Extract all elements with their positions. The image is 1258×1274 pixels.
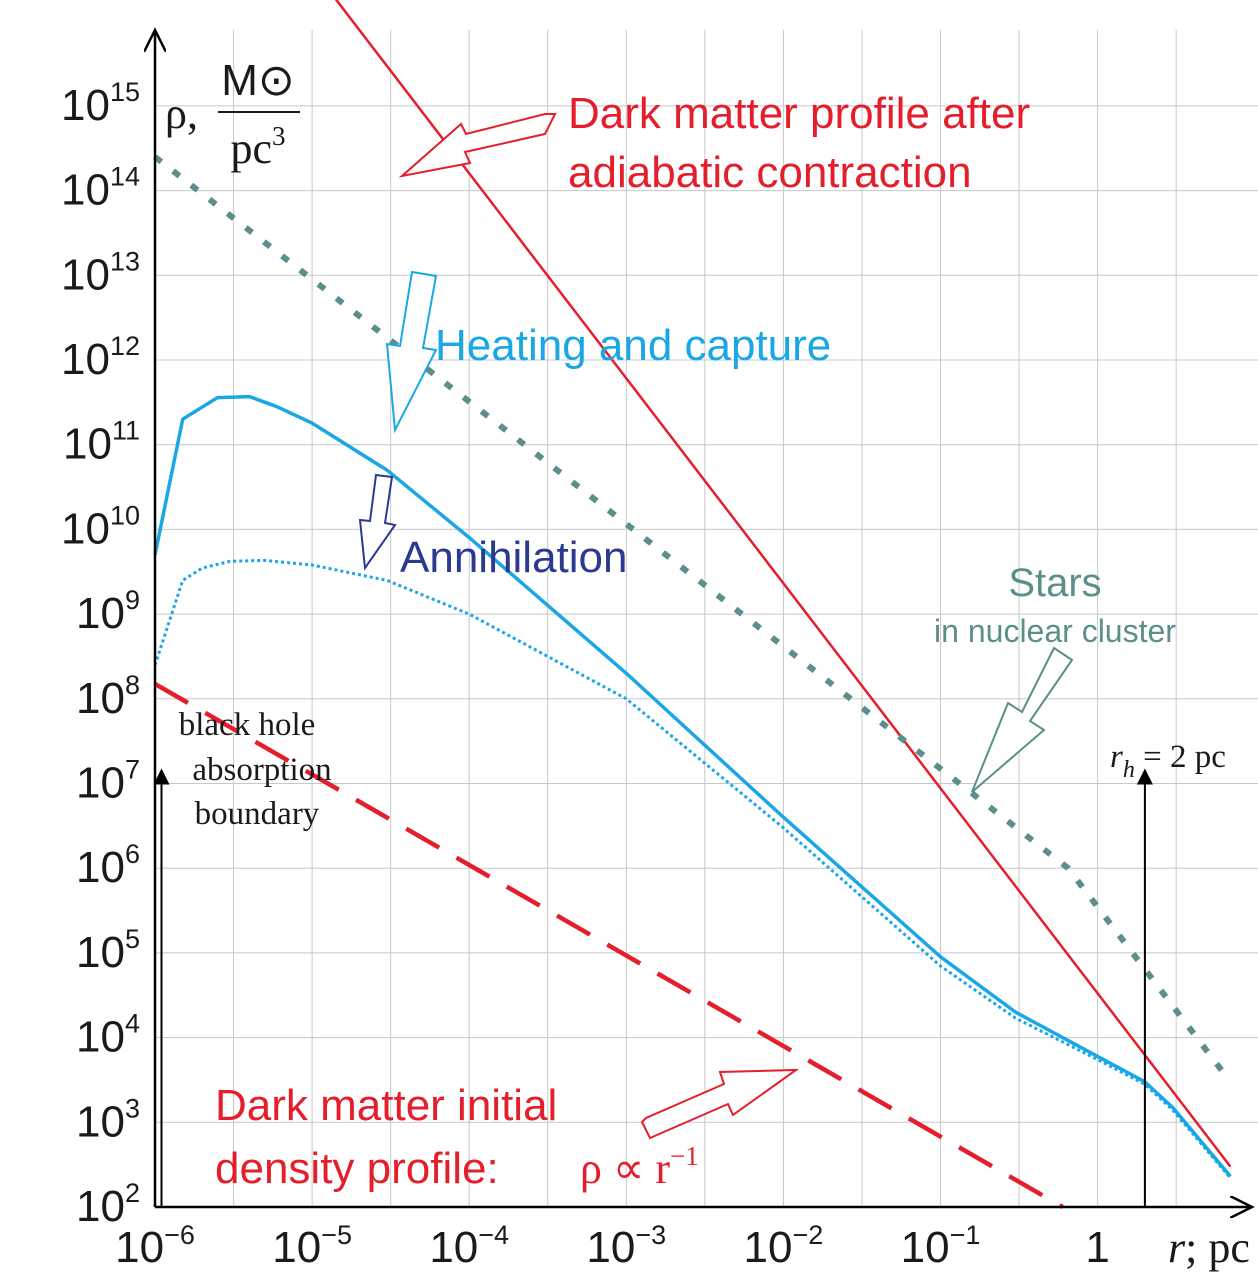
x-tick-label: 10−2 — [744, 1220, 824, 1272]
tick-labels: 10−6 10−5 10−4 10−3 10−2 10−1 1 102 103 104 105 106… — [61, 77, 1110, 1272]
y-axis-label-numerator: M⊙ — [221, 56, 295, 105]
series-heating — [153, 394, 1232, 1178]
annotation-bh-line1: black hole — [179, 707, 316, 743]
series-stars — [153, 154, 1233, 1084]
y-tick-label: 1015 — [61, 77, 140, 130]
annotation-dm-initial-line2: density profile: — [215, 1144, 499, 1193]
y-tick-label: 108 — [76, 670, 140, 723]
annotation-bh-line3: boundary — [195, 796, 320, 832]
y-tick-label: 1011 — [63, 416, 140, 469]
series-dm-initial — [153, 681, 1064, 1209]
x-tick-label: 10−6 — [115, 1220, 195, 1272]
y-tick-label: 107 — [76, 755, 140, 808]
annotation-bh-line2: absorption — [192, 752, 331, 788]
y-tick-label: 109 — [76, 585, 140, 638]
arrow-dm-initial — [640, 1068, 800, 1140]
y-tick-label: 103 — [76, 1093, 140, 1146]
series-annihilation — [153, 558, 1232, 1179]
series-group — [153, 0, 1233, 1209]
y-tick-label: 106 — [76, 839, 140, 892]
arrow-dm-contracted — [398, 113, 557, 178]
y-tick-label: 102 — [76, 1178, 140, 1231]
annotation-annihilation: Annihilation — [400, 533, 628, 582]
annotation-dm-initial-formula: ρ ∝ r−1 — [580, 1141, 699, 1193]
x-axis-label: r; pc — [1168, 1223, 1250, 1272]
arrow-stars — [971, 646, 1074, 793]
annotation-heating: Heating and capture — [435, 321, 831, 370]
arrow-heating — [385, 270, 438, 434]
annotations: ρ, M⊙ pc3 r; pc Dark matter profile after adi… — [165, 56, 1250, 1272]
series-dm-contracted — [334, 0, 1232, 1168]
annotation-dm-contracted-line2: adiabatic contraction — [568, 148, 972, 197]
y-axis-label-denominator: pc3 — [230, 121, 285, 173]
annotation-stars: Stars — [1008, 561, 1101, 605]
x-tick-label: 10−4 — [429, 1220, 509, 1272]
x-tick-label: 10−5 — [272, 1220, 352, 1272]
y-axis-label-rho: ρ, — [165, 89, 198, 138]
annotation-rh: rh = 2 pc — [1110, 739, 1226, 783]
y-tick-label: 1013 — [61, 246, 140, 299]
arrow-annihilation — [358, 473, 397, 571]
y-tick-label: 105 — [76, 924, 140, 977]
annotation-dm-initial-line1: Dark matter initial — [215, 1081, 557, 1130]
x-tick-label: 10−1 — [901, 1220, 981, 1272]
x-tick-label: 10−3 — [586, 1220, 666, 1272]
y-tick-label: 104 — [76, 1009, 140, 1062]
axes — [155, 32, 1250, 1207]
annotation-stars-sub: in nuclear cluster — [934, 613, 1176, 649]
y-tick-label: 1010 — [61, 500, 140, 553]
annotation-dm-contracted-line1: Dark matter profile after — [568, 89, 1030, 138]
y-tick-label: 1012 — [61, 331, 140, 384]
x-tick-label: 1 — [1085, 1223, 1109, 1272]
y-tick-label: 1014 — [61, 162, 140, 215]
